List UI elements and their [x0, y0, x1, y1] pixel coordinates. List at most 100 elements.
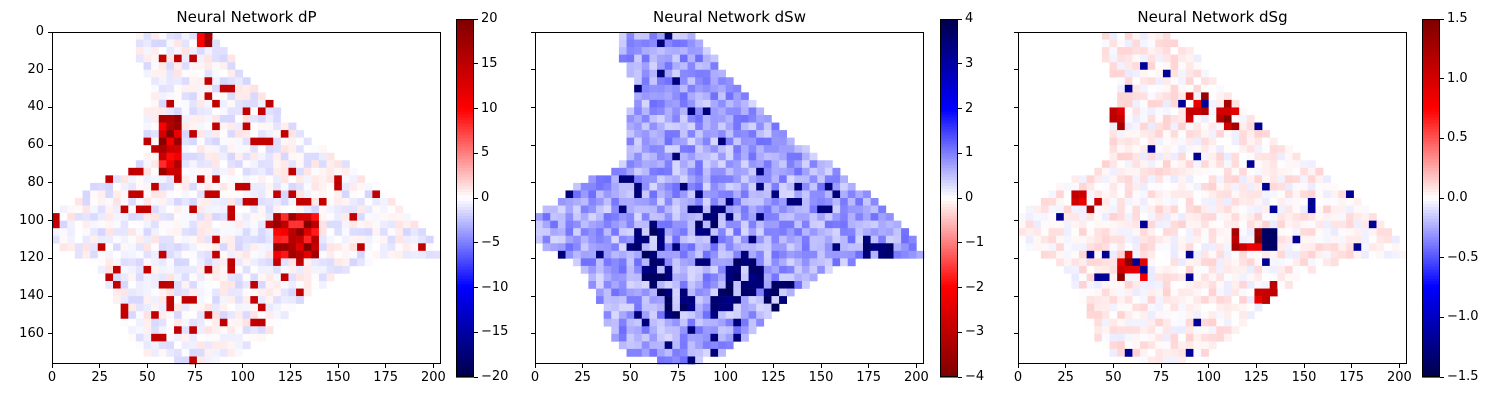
- chart-2-cell: [1246, 243, 1255, 252]
- chart-0-cell: [196, 145, 205, 154]
- chart-0-cell: [395, 228, 404, 237]
- chart-1-cell: [916, 250, 925, 259]
- chart-0-cell: [296, 220, 305, 229]
- chart-0-cell: [349, 235, 358, 244]
- chart-0-colorbar-step: [456, 99, 474, 104]
- chart-1-cell: [817, 250, 826, 259]
- chart-0-cell: [250, 130, 259, 138]
- chart-2-cell: [1300, 198, 1309, 206]
- chart-1-xtick: [915, 364, 917, 368]
- chart-2-cell: [1246, 235, 1255, 244]
- chart-0-cell: [189, 160, 198, 169]
- chart-1-cell: [657, 99, 665, 108]
- chart-1-cell: [657, 69, 665, 78]
- chart-0-cell: [143, 213, 152, 221]
- chart-0-cell: [143, 228, 152, 237]
- chart-2-cell: [1056, 213, 1065, 221]
- chart-1-cell: [794, 167, 803, 176]
- chart-0-cell: [265, 228, 274, 237]
- chart-0-cell: [235, 235, 243, 244]
- chart-0-colorbar-step: [456, 239, 474, 244]
- chart-1-cell: [862, 220, 871, 229]
- chart-0-colorbar-step: [456, 78, 474, 83]
- chart-1-colorbar-step: [940, 48, 958, 53]
- chart-2-cell: [1170, 341, 1179, 350]
- chart-0-cell: [189, 228, 198, 237]
- chart-2-cell: [1216, 228, 1225, 237]
- chart-1-cell: [557, 220, 566, 229]
- chart-0-ytick: [48, 106, 52, 108]
- chart-1-cell: [832, 182, 841, 191]
- chart-2-xtick: [1303, 364, 1305, 368]
- chart-1-cell: [641, 348, 650, 357]
- chart-1-cell: [786, 182, 795, 191]
- chart-2-cell: [1140, 107, 1148, 116]
- chart-2-cell: [1231, 318, 1240, 327]
- chart-1-cell: [649, 326, 658, 335]
- chart-2-colorbar-step: [1422, 374, 1440, 378]
- chart-1-cell: [657, 152, 665, 161]
- chart-1-cell: [634, 77, 643, 86]
- chart-0-cell: [128, 182, 137, 191]
- chart-2-cell: [1269, 235, 1278, 244]
- chart-0-cell: [273, 303, 282, 312]
- chart-1-cell: [763, 167, 772, 176]
- chart-2-cell: [1315, 250, 1324, 259]
- chart-1-cell: [733, 220, 742, 229]
- chart-1-colorbar-step: [940, 174, 958, 178]
- chart-1-cell: [634, 205, 643, 214]
- chart-2-cell: [1056, 258, 1065, 267]
- chart-2-cell: [1109, 326, 1118, 335]
- chart-2-cell: [1101, 288, 1110, 297]
- chart-1-cell: [634, 243, 643, 252]
- chart-1-cell: [740, 303, 749, 312]
- chart-2-cell: [1086, 175, 1095, 184]
- chart-1-colorbar-step: [940, 347, 958, 351]
- chart-2-cell: [1178, 326, 1187, 335]
- chart-1-colorbar-tick: [958, 287, 962, 288]
- chart-0-cell: [349, 243, 358, 252]
- chart-1-cell: [565, 228, 574, 237]
- chart-1-cell: [733, 137, 742, 146]
- chart-0-cell: [242, 190, 251, 199]
- chart-0-colorbar-tick: [474, 287, 478, 288]
- chart-0-cell: [189, 190, 198, 199]
- chart-1-cell: [695, 39, 704, 48]
- chart-2-cell: [1147, 182, 1156, 191]
- chart-1-cell: [893, 228, 902, 237]
- chart-0-cell: [158, 243, 167, 252]
- chart-1-colorbar-step: [940, 84, 958, 89]
- chart-1-cell: [779, 205, 788, 214]
- chart-0-cell: [158, 235, 167, 244]
- chart-0-colorbar-step: [456, 233, 474, 238]
- chart-1-colorbar-step: [940, 114, 958, 119]
- chart-0-cell: [128, 303, 137, 312]
- chart-0-cell: [288, 182, 297, 191]
- chart-2-cell: [1101, 341, 1110, 350]
- chart-2-cell: [1094, 198, 1103, 206]
- chart-0-cell: [166, 130, 175, 138]
- chart-2-cell: [1345, 190, 1354, 199]
- chart-0-cell: [341, 250, 350, 259]
- chart-0-cell: [166, 326, 175, 335]
- chart-1-cell: [756, 190, 765, 199]
- chart-1-cell: [649, 190, 658, 199]
- chart-2-colorbar-tick: [1440, 197, 1444, 199]
- chart-0-cell: [357, 258, 366, 267]
- chart-0-cell: [151, 122, 160, 131]
- chart-2-cell: [1162, 122, 1171, 131]
- chart-1-colorbar-step: [940, 123, 958, 127]
- chart-2-cell: [1079, 265, 1087, 274]
- chart-2-cell: [1315, 213, 1324, 221]
- chart-2-cell: [1117, 167, 1126, 176]
- chart-1-colorbar-step: [940, 338, 958, 342]
- chart-0-cell: [273, 250, 282, 259]
- chart-0-xtick-label: 100: [230, 370, 256, 385]
- chart-1-cell: [679, 167, 688, 176]
- chart-0-cell: [296, 137, 305, 146]
- chart-2-cell: [1300, 167, 1309, 176]
- chart-2-cell: [1033, 220, 1042, 229]
- chart-1-cell: [634, 152, 643, 161]
- chart-2-cell: [1132, 160, 1141, 169]
- chart-1-cell: [763, 288, 772, 297]
